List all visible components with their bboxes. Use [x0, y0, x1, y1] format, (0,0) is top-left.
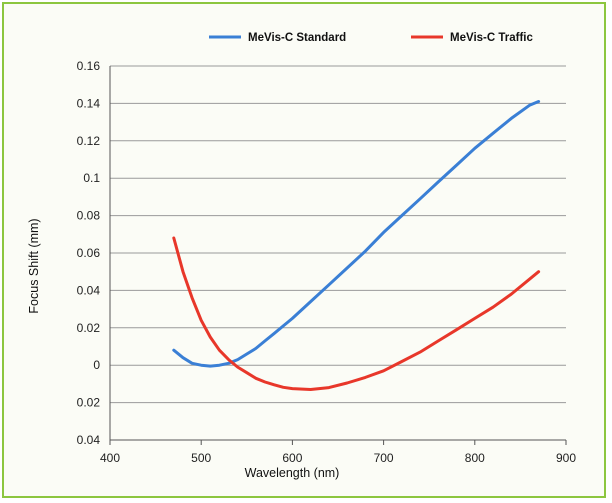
- series-lines: [172, 100, 541, 391]
- axes: [109, 66, 567, 445]
- x-tick-label: 800: [465, 451, 485, 465]
- series-line-standard: [172, 100, 541, 368]
- gridlines: [110, 65, 566, 441]
- chart-frame: 0.04 0.02 0 0.02 0.04 0.06 0.08 0.1 0.12 0.14 0.16…: [2, 2, 606, 498]
- y-tick-label: 0.08: [77, 209, 101, 223]
- x-tick-label: 500: [191, 451, 211, 465]
- y-tick-label: 0: [93, 358, 100, 372]
- x-tick-label: 900: [556, 451, 576, 465]
- y-tick-label: 0.1: [83, 171, 100, 185]
- focus-shift-chart: 0.04 0.02 0 0.02 0.04 0.06 0.08 0.1 0.12 0.14 0.16…: [27, 32, 576, 480]
- y-tick-label: 0.06: [77, 246, 101, 260]
- y-axis-label: Focus Shift (mm): [27, 218, 41, 313]
- y-tick-label: 0.16: [77, 59, 101, 73]
- x-tick-labels: 400 500 600 700 800 900: [100, 451, 576, 465]
- legend-label-standard: MeVis-C Standard: [248, 32, 346, 44]
- x-tick-label: 600: [282, 451, 302, 465]
- x-tick-label: 700: [374, 451, 394, 465]
- legend-label-traffic: MeVis-C Traffic: [450, 32, 533, 44]
- y-tick-label: 0.04: [77, 433, 101, 447]
- y-tick-label: 0.04: [77, 283, 101, 297]
- y-tick-label: 0.12: [77, 134, 101, 148]
- y-tick-label: 0.14: [77, 96, 101, 110]
- y-tick-labels: 0.04 0.02 0 0.02 0.04 0.06 0.08 0.1 0.12 0.14 0.16: [77, 59, 101, 447]
- x-tick-label: 400: [100, 451, 120, 465]
- series-line-traffic: [172, 236, 541, 391]
- legend: MeVis-C Standard MeVis-C Traffic: [209, 32, 533, 44]
- x-axis-label: Wavelength (nm): [245, 466, 340, 480]
- y-tick-label: 0.02: [77, 396, 101, 410]
- y-tick-label: 0.02: [77, 321, 101, 335]
